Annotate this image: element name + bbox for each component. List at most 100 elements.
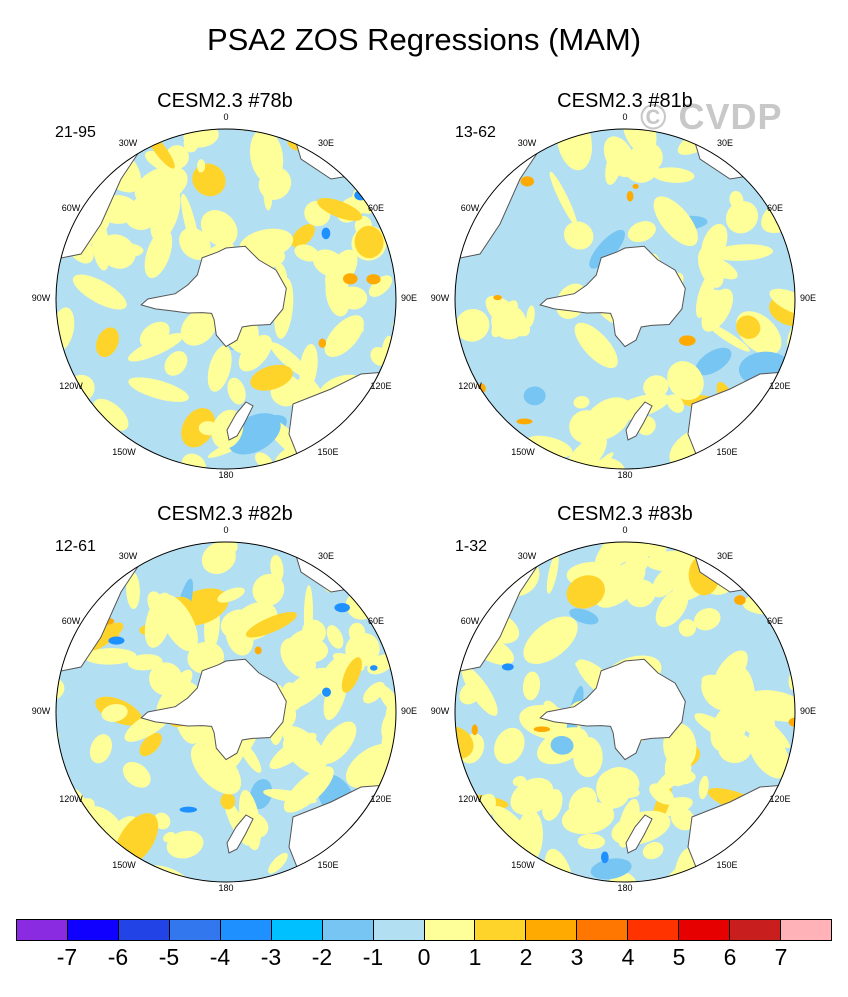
polar-map-panel-3: 0 30E 60E 90E 120E 150E 180 150W 120W 90W 60W 30W bbox=[31, 517, 421, 907]
longitude-label: 30W bbox=[517, 551, 537, 561]
anomaly-patch bbox=[651, 566, 680, 598]
anomaly-patch bbox=[366, 441, 383, 462]
anomaly-patch bbox=[354, 225, 384, 259]
anomaly-patch bbox=[455, 415, 474, 453]
anomaly-patch bbox=[31, 218, 47, 258]
anomaly-patch bbox=[348, 622, 366, 642]
colorbar-tick-label: -6 bbox=[107, 944, 129, 970]
longitude-label: 150E bbox=[317, 860, 339, 870]
map-border bbox=[55, 128, 397, 470]
anomaly-patch bbox=[653, 517, 701, 541]
anomaly-patch bbox=[95, 327, 119, 358]
anomaly-patch bbox=[137, 129, 166, 134]
anomaly-patch bbox=[406, 463, 421, 494]
anomaly-patch bbox=[773, 545, 795, 586]
anomaly-patch bbox=[549, 171, 578, 226]
longitude-label: 30E bbox=[317, 138, 334, 148]
period-label-4: 1-32 bbox=[455, 538, 488, 555]
anomaly-patch bbox=[770, 141, 789, 159]
anomaly-patch bbox=[119, 542, 142, 544]
cvdp-watermark: © CVDP bbox=[640, 96, 783, 137]
colorbar-tick-label: -7 bbox=[56, 944, 78, 970]
anomaly-patch bbox=[590, 858, 632, 880]
anomaly-patch bbox=[56, 237, 57, 265]
anomaly-patch bbox=[720, 689, 743, 720]
anomaly-patch bbox=[455, 412, 496, 467]
anomaly-patch bbox=[672, 104, 713, 131]
strong-anomaly-spot bbox=[493, 294, 502, 301]
strong-anomaly-spot bbox=[392, 229, 396, 238]
longitude-label: 120E bbox=[769, 381, 791, 391]
strong-anomaly-spot bbox=[318, 338, 327, 348]
colorbar-tick-label: 1 bbox=[468, 944, 482, 970]
colorbar-swatch bbox=[271, 920, 323, 940]
anomaly-patch bbox=[238, 740, 262, 773]
anomaly-patch bbox=[573, 452, 614, 469]
anomaly-patch bbox=[604, 771, 620, 810]
antarctica-land bbox=[140, 245, 287, 348]
anomaly-patch bbox=[326, 462, 364, 469]
anomaly-patch bbox=[471, 430, 487, 446]
strong-anomaly-spot bbox=[39, 348, 52, 357]
anomaly-patch bbox=[791, 878, 795, 882]
strong-anomaly-spot bbox=[815, 662, 820, 669]
strong-anomaly-spot bbox=[321, 227, 331, 240]
anomaly-patch bbox=[341, 657, 362, 693]
anomaly-patch bbox=[176, 894, 188, 907]
anomaly-patch bbox=[433, 607, 454, 646]
anomaly-patch bbox=[507, 468, 542, 494]
colorbar-tick-label: 0 bbox=[417, 944, 431, 970]
panel-title-4: CESM2.3 #83b bbox=[557, 503, 693, 525]
longitude-label: 60E bbox=[367, 616, 384, 626]
anomaly-patch bbox=[144, 228, 173, 279]
strong-anomaly-spot bbox=[342, 273, 358, 285]
anomaly-patch bbox=[729, 190, 744, 209]
anomaly-patch bbox=[574, 322, 618, 369]
anomaly-patch bbox=[455, 577, 456, 614]
anomaly-patch bbox=[627, 221, 656, 243]
anomaly-patch bbox=[31, 104, 47, 119]
longitude-label: 30W bbox=[118, 138, 138, 148]
anomaly-patch bbox=[441, 891, 486, 907]
map-border bbox=[454, 128, 796, 470]
anomaly-patch bbox=[56, 171, 62, 201]
colorbar-tick-label: 2 bbox=[519, 944, 533, 970]
strong-anomaly-spot bbox=[365, 827, 377, 839]
longitude-label: 0 bbox=[223, 525, 229, 535]
anomaly-patch bbox=[250, 364, 293, 391]
longitude-label: 0 bbox=[223, 112, 229, 122]
anomaly-patch bbox=[394, 576, 413, 627]
anomaly-patch bbox=[470, 569, 493, 594]
anomaly-patch bbox=[136, 888, 154, 905]
longitude-label: 60E bbox=[766, 203, 783, 213]
anomaly-patch bbox=[207, 345, 232, 392]
anomaly-patch bbox=[790, 652, 820, 695]
anomaly-patch bbox=[245, 611, 297, 638]
anomaly-patch bbox=[392, 387, 396, 435]
anomaly-patch bbox=[148, 104, 171, 129]
anomaly-patch bbox=[546, 552, 559, 594]
anomaly-patch bbox=[655, 588, 689, 628]
anomaly-patch bbox=[500, 517, 540, 524]
strong-anomaly-spot bbox=[108, 636, 125, 645]
period-label-1: 21-95 bbox=[55, 124, 96, 141]
anomaly-patch bbox=[125, 185, 182, 216]
anomaly-patch bbox=[790, 471, 810, 491]
anomaly-patch bbox=[374, 874, 389, 882]
anomaly-patch bbox=[291, 224, 315, 248]
anomaly-patch bbox=[239, 228, 294, 260]
longitude-label: 60E bbox=[766, 616, 783, 626]
anomaly-patch bbox=[649, 783, 675, 805]
anomaly-patch bbox=[799, 517, 820, 551]
anomaly-patch bbox=[523, 465, 542, 469]
anomaly-patch bbox=[329, 466, 346, 469]
anomaly-patch bbox=[393, 783, 421, 842]
anomaly-patch bbox=[362, 449, 396, 469]
anomaly-patch bbox=[642, 842, 664, 860]
anomaly-patch bbox=[772, 562, 795, 585]
anomaly-patch bbox=[90, 241, 144, 259]
anomaly-patch bbox=[139, 732, 162, 757]
colorbar-tick-label: 4 bbox=[621, 944, 635, 970]
antarctica-land bbox=[539, 658, 686, 761]
longitude-label: 150E bbox=[317, 447, 339, 457]
